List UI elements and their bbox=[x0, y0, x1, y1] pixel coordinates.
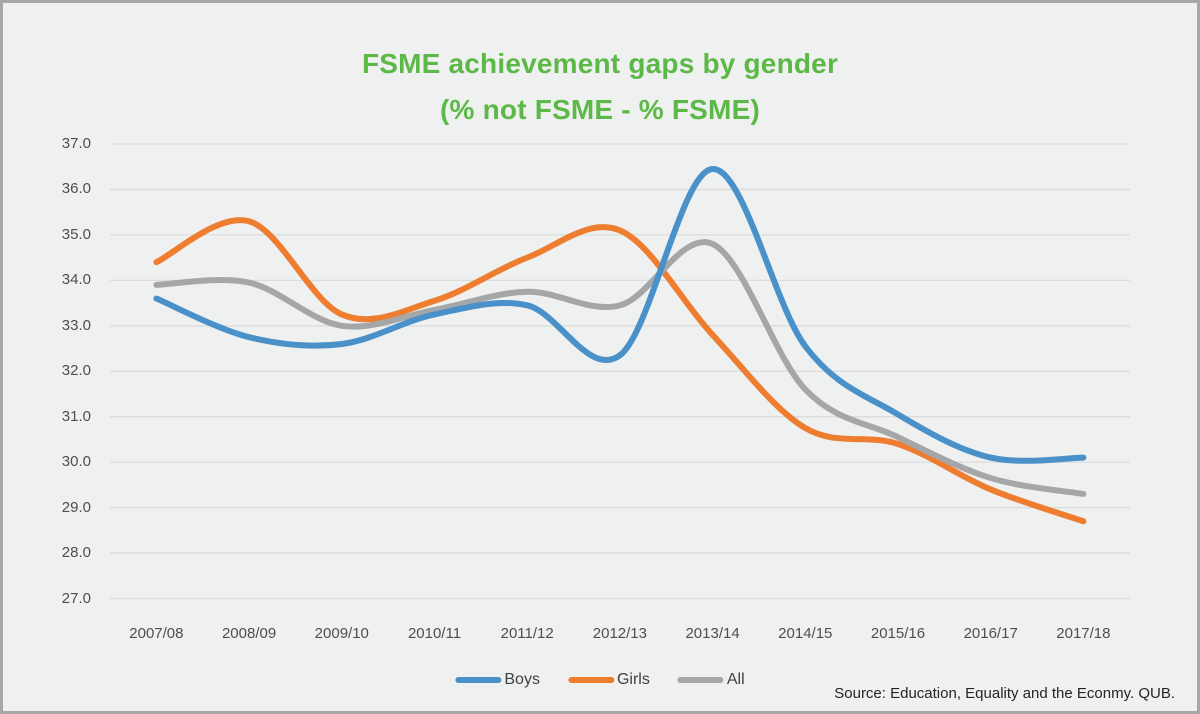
chart-title-line2: (% not FSME - % FSME) bbox=[440, 94, 760, 125]
series-line-boys bbox=[153, 165, 1087, 464]
legend-label-boys: Boys bbox=[504, 671, 540, 688]
x-axis-tick-label: 2014/15 bbox=[778, 625, 833, 642]
legend-item-boys: Boys bbox=[455, 671, 540, 689]
series-line-all bbox=[153, 239, 1087, 497]
legend-swatch-all bbox=[677, 677, 724, 683]
plot-area bbox=[110, 143, 1130, 600]
y-axis-tick-label: 31.0 bbox=[61, 407, 91, 425]
legend-swatch-boys bbox=[455, 677, 502, 683]
x-axis-tick-label: 2008/09 bbox=[221, 625, 277, 642]
legend-label-all: All bbox=[726, 671, 745, 688]
y-axis-tick-label: 29.0 bbox=[61, 498, 91, 516]
y-axis-tick-label: 34.0 bbox=[61, 271, 91, 289]
source-note: Source: Education, Equality and the Econ… bbox=[834, 685, 1175, 702]
x-axis-tick-label: 2010/11 bbox=[407, 625, 462, 642]
y-axis-tick-label: 37.0 bbox=[61, 135, 91, 152]
legend-item-girls: Girls bbox=[567, 671, 650, 689]
y-axis-tick-label: 33.0 bbox=[61, 316, 91, 334]
legend: Boys Girls All bbox=[455, 671, 745, 689]
x-axis-tick-label: 2013/14 bbox=[685, 625, 740, 642]
legend-swatch-girls bbox=[567, 677, 614, 683]
x-axis-tick-label: 2012/13 bbox=[592, 625, 647, 642]
y-axis-tick-label: 32.0 bbox=[61, 362, 91, 380]
legend-label-girls: Girls bbox=[616, 671, 650, 688]
y-axis-tick-label: 35.0 bbox=[61, 225, 91, 243]
x-axis-tick-label: 2009/10 bbox=[314, 625, 369, 642]
x-axis-tick-label: 2016/17 bbox=[963, 625, 1018, 642]
series-line-girls bbox=[153, 217, 1087, 525]
y-axis-tick-label: 36.0 bbox=[61, 180, 91, 198]
chart-title-line1: FSME achievement gaps by gender bbox=[361, 48, 839, 79]
x-axis-tick-label: 2017/18 bbox=[1056, 625, 1111, 642]
y-axis-tick-label: 30.0 bbox=[61, 453, 91, 471]
x-axis-tick-label: 2011/12 bbox=[500, 625, 554, 642]
x-axis-tick-label: 2007/08 bbox=[129, 625, 184, 642]
y-axis-tick-label: 28.0 bbox=[61, 544, 91, 562]
chart-title: FSME achievement gaps by gender (% not F… bbox=[3, 41, 1197, 133]
x-axis-tick-label: 2015/16 bbox=[870, 625, 926, 642]
legend-item-all: All bbox=[677, 671, 745, 689]
y-axis-tick-label: 27.0 bbox=[61, 589, 91, 607]
